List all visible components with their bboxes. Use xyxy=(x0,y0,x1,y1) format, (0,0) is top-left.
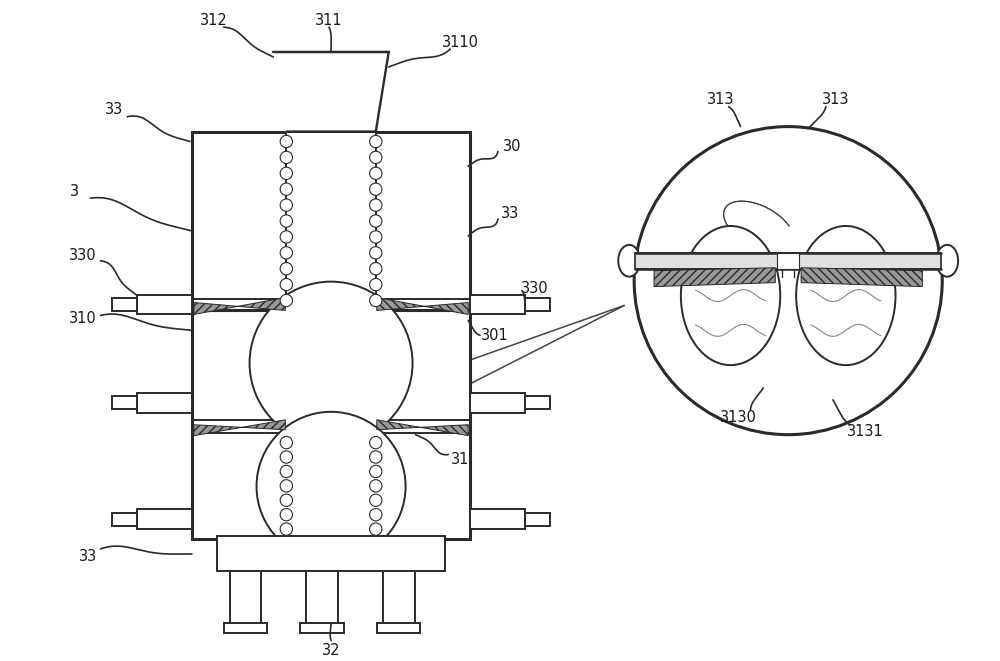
Bar xyxy=(286,132,376,311)
Bar xyxy=(137,509,192,529)
Polygon shape xyxy=(654,268,775,287)
Text: 313: 313 xyxy=(822,93,850,107)
Circle shape xyxy=(370,494,382,506)
Text: 31: 31 xyxy=(451,452,469,467)
Ellipse shape xyxy=(936,245,958,277)
Circle shape xyxy=(370,262,382,275)
Text: 311: 311 xyxy=(315,13,343,28)
Ellipse shape xyxy=(796,226,896,365)
Text: 32: 32 xyxy=(322,642,340,658)
Circle shape xyxy=(280,262,293,275)
Bar xyxy=(383,571,415,623)
Text: 3130: 3130 xyxy=(720,410,757,425)
Circle shape xyxy=(280,199,293,212)
Text: 301: 301 xyxy=(481,328,509,343)
Circle shape xyxy=(370,451,382,463)
Bar xyxy=(192,311,470,539)
Text: 310: 310 xyxy=(69,311,96,326)
Bar xyxy=(112,397,137,409)
Bar xyxy=(137,393,192,413)
Circle shape xyxy=(250,282,413,445)
Circle shape xyxy=(370,508,382,521)
Polygon shape xyxy=(194,297,285,315)
Text: 30: 30 xyxy=(503,139,521,154)
Text: 3131: 3131 xyxy=(847,424,884,439)
Text: 330: 330 xyxy=(521,281,549,296)
Circle shape xyxy=(370,436,382,449)
Circle shape xyxy=(280,436,293,449)
Circle shape xyxy=(280,167,293,180)
Bar xyxy=(230,571,261,623)
Text: 312: 312 xyxy=(200,13,228,28)
Circle shape xyxy=(370,151,382,163)
Text: 330: 330 xyxy=(69,249,96,263)
Polygon shape xyxy=(194,420,285,436)
Circle shape xyxy=(370,278,382,291)
Text: 3: 3 xyxy=(70,184,79,199)
Bar xyxy=(192,132,470,311)
Bar xyxy=(112,513,137,525)
Circle shape xyxy=(280,494,293,506)
Bar xyxy=(777,253,799,269)
Circle shape xyxy=(280,465,293,478)
Circle shape xyxy=(280,523,293,535)
Circle shape xyxy=(370,136,382,147)
Circle shape xyxy=(370,480,382,492)
Circle shape xyxy=(370,167,382,180)
Circle shape xyxy=(634,127,942,435)
Ellipse shape xyxy=(681,226,780,365)
Circle shape xyxy=(370,215,382,227)
Circle shape xyxy=(370,199,382,212)
Circle shape xyxy=(370,294,382,307)
Text: 313: 313 xyxy=(707,93,734,107)
Circle shape xyxy=(280,136,293,147)
Circle shape xyxy=(280,294,293,307)
Circle shape xyxy=(370,523,382,535)
Bar xyxy=(112,298,137,311)
Bar xyxy=(224,623,267,633)
Bar xyxy=(377,623,420,633)
Circle shape xyxy=(280,151,293,163)
Polygon shape xyxy=(273,52,389,132)
Bar xyxy=(635,253,941,269)
Circle shape xyxy=(280,183,293,196)
Bar xyxy=(217,536,445,571)
Circle shape xyxy=(280,278,293,291)
Circle shape xyxy=(370,465,382,478)
Circle shape xyxy=(280,508,293,521)
Circle shape xyxy=(257,412,406,561)
Circle shape xyxy=(370,247,382,259)
Circle shape xyxy=(280,247,293,259)
Bar xyxy=(470,393,525,413)
Bar xyxy=(137,295,192,315)
Polygon shape xyxy=(801,268,922,287)
Circle shape xyxy=(370,231,382,243)
Circle shape xyxy=(280,231,293,243)
Bar xyxy=(525,298,550,311)
Bar xyxy=(306,571,338,623)
Text: 33: 33 xyxy=(105,102,124,117)
Ellipse shape xyxy=(618,245,640,277)
Bar xyxy=(470,295,525,315)
Circle shape xyxy=(280,215,293,227)
Circle shape xyxy=(280,480,293,492)
Bar xyxy=(470,509,525,529)
Circle shape xyxy=(280,451,293,463)
Bar xyxy=(525,513,550,525)
Polygon shape xyxy=(377,420,468,436)
Text: 33: 33 xyxy=(501,206,519,221)
Bar xyxy=(300,623,344,633)
Circle shape xyxy=(370,183,382,196)
Bar xyxy=(525,397,550,409)
Polygon shape xyxy=(377,297,468,315)
Text: 33: 33 xyxy=(78,549,97,564)
Text: 3110: 3110 xyxy=(442,34,479,50)
